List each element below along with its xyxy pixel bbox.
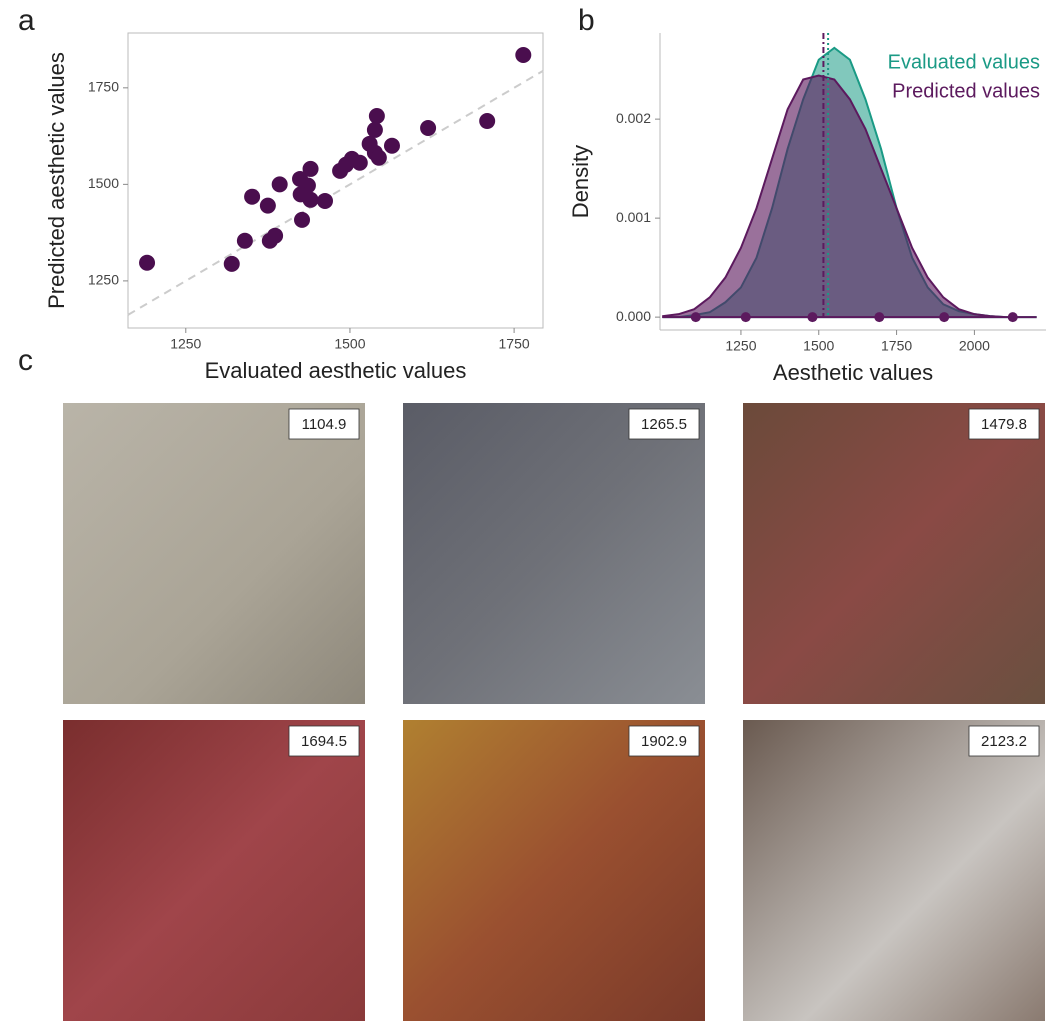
label-box: [288, 408, 360, 440]
y-tick-label: 1250: [88, 272, 119, 288]
density-area: [662, 74, 1037, 319]
x-tick-label: 1250: [170, 336, 201, 352]
y-axis-title: Density: [568, 145, 593, 218]
point: [294, 211, 311, 228]
point: [259, 197, 276, 214]
point: [370, 149, 387, 166]
photo: [743, 720, 1045, 1021]
panel-letter: b: [578, 4, 595, 37]
photo: [403, 403, 705, 704]
label-box: [968, 408, 1040, 440]
rug-point: [740, 312, 751, 323]
photo: [63, 403, 365, 704]
point: [366, 121, 383, 138]
point: [267, 227, 284, 244]
rug-point: [874, 312, 885, 323]
x-tick-label: 2000: [959, 338, 990, 354]
rug-point: [939, 312, 950, 323]
panel-letter: a: [18, 4, 35, 37]
rug-point: [1007, 312, 1018, 323]
point: [139, 254, 156, 271]
label-box: [628, 725, 700, 757]
y-tick-label: 1750: [88, 79, 119, 95]
point: [271, 176, 288, 193]
x-axis-title: Evaluated aesthetic values: [205, 358, 467, 383]
identity-line: [127, 69, 544, 316]
photo: [403, 720, 705, 1021]
point: [351, 154, 368, 171]
photo-label: 2123.2: [981, 733, 1027, 750]
image-grid: 1104.9 1265.5 1479.8 1694.5 1902.9 2123.2: [63, 403, 1045, 1021]
y-tick-label: 0.001: [616, 209, 651, 225]
x-tick-label: 1250: [725, 338, 756, 354]
label-box: [968, 725, 1040, 757]
plot-frame: [127, 32, 544, 329]
point: [515, 47, 532, 64]
label-box: [628, 408, 700, 440]
point: [383, 137, 400, 154]
legend-entry: Predicted values: [892, 80, 1040, 102]
x-tick-label: 1500: [803, 338, 834, 354]
x-tick-label: 1750: [881, 338, 912, 354]
point: [223, 255, 240, 272]
x-tick-label: 1750: [499, 336, 530, 352]
y-tick-label: 0.002: [616, 110, 651, 126]
point: [236, 232, 253, 249]
label-box: [288, 725, 360, 757]
photo-label: 1265.5: [641, 416, 687, 433]
y-axis-title: Predicted aesthetic values: [44, 52, 69, 309]
x-tick-label: 1500: [334, 336, 365, 352]
point: [302, 191, 319, 208]
x-axis-title: Aesthetic values: [773, 360, 933, 385]
photo: [63, 720, 365, 1021]
legend-entry: Evaluated values: [888, 51, 1040, 73]
point: [479, 113, 496, 130]
point: [244, 188, 261, 205]
y-tick-label: 0.000: [616, 308, 651, 324]
photo: [743, 403, 1045, 704]
point: [302, 160, 319, 177]
point: [368, 108, 385, 125]
photo-label: 1479.8: [981, 416, 1027, 433]
photo-label: 1902.9: [641, 733, 687, 750]
point: [338, 156, 355, 173]
point: [420, 119, 437, 136]
photo-label: 1694.5: [301, 733, 347, 750]
point: [316, 192, 333, 209]
y-tick-label: 1500: [88, 175, 119, 191]
rug-point: [690, 312, 701, 323]
photo-label: 1104.9: [302, 416, 347, 433]
panel-letter: c: [18, 344, 33, 377]
rug-point: [807, 312, 818, 323]
